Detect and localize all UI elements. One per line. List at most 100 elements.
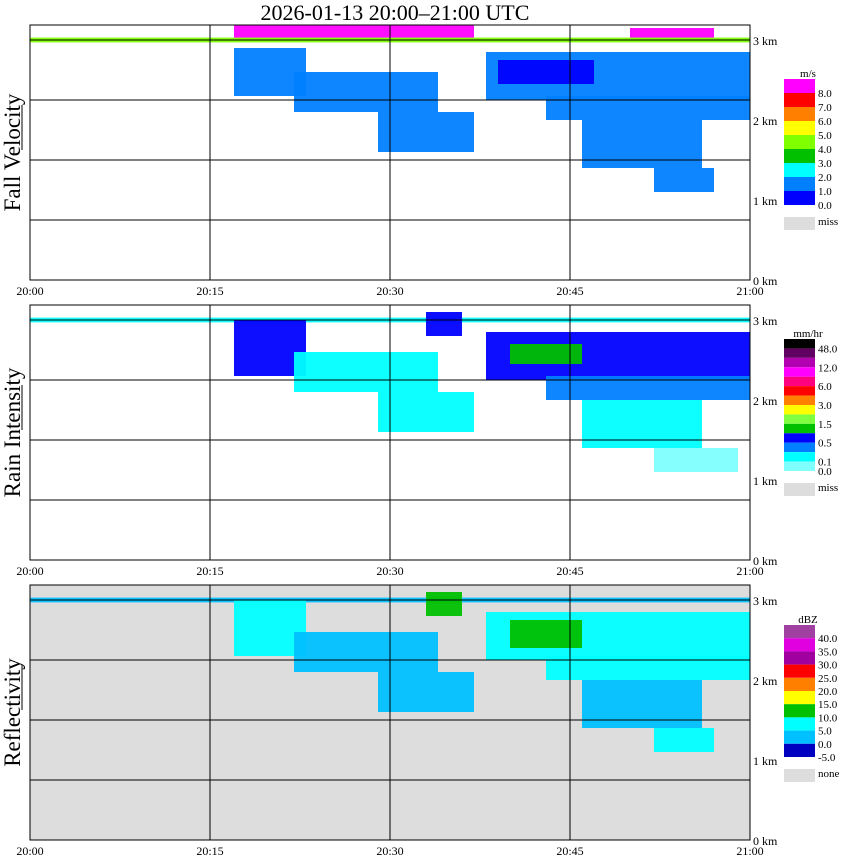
- echo-cell: [630, 28, 714, 38]
- legend-swatch: [784, 433, 815, 443]
- x-tick-label: 20:45: [556, 564, 583, 578]
- echo-cell: [294, 352, 438, 392]
- legend-swatch: [784, 405, 815, 415]
- legend-label: 3.0: [818, 158, 832, 170]
- x-tick-label: 20:15: [196, 284, 223, 298]
- x-tick-label: 20:30: [376, 564, 403, 578]
- legend-label: 1.0: [818, 186, 832, 198]
- legend-swatch: [784, 452, 815, 462]
- legend-swatch: [784, 730, 815, 744]
- echo-cell: [582, 680, 702, 728]
- legend-swatch: [784, 423, 815, 434]
- echo-cell: [426, 312, 462, 336]
- legend-swatch-missing: [784, 769, 815, 782]
- x-tick-label: 20:30: [376, 844, 403, 858]
- echo-cell: [582, 400, 702, 448]
- legend-label: 40.0: [818, 633, 838, 645]
- x-tick-label: 21:00: [736, 564, 763, 578]
- legend-swatch: [784, 357, 815, 368]
- legend-label: 0.0: [818, 739, 832, 751]
- echo-cell: [378, 112, 474, 152]
- legend-label: 2.0: [818, 172, 832, 184]
- echo-cell: [654, 448, 738, 472]
- legend-label: 0.5: [818, 438, 832, 450]
- legend-swatch: [784, 743, 815, 757]
- x-tick-label: 21:00: [736, 844, 763, 858]
- legend-label: 35.0: [818, 646, 838, 658]
- legend-swatch-missing: [784, 217, 815, 230]
- plot-frame: [29, 584, 751, 841]
- echo-cell: [294, 632, 438, 672]
- legend-swatch: [784, 625, 815, 639]
- panel-rain-intensity: 20:00 20:15 20:30 20:45 21:000 km 1 km 2 km 3 k…: [0, 304, 838, 578]
- legend-swatch: [784, 107, 815, 121]
- legend-swatch: [784, 395, 815, 405]
- legend-label-missing: none: [818, 768, 840, 780]
- echo-cell: [510, 344, 582, 364]
- echo-cell: [378, 672, 474, 712]
- y-tick-label: 0 km: [753, 554, 778, 568]
- legend-unit: mm/hr: [793, 328, 823, 340]
- legend-label: -5.0: [818, 752, 836, 764]
- legend-label: 0.0: [818, 466, 832, 478]
- legend-label-missing: miss: [818, 216, 838, 228]
- legend-swatch: [784, 339, 815, 349]
- chart-title: 2026-01-13 20:00–21:00 UTC: [260, 0, 530, 25]
- plot-frame: [29, 24, 751, 281]
- echo-cell: [510, 620, 582, 648]
- y-tick-label: 3 km: [753, 314, 778, 328]
- y-tick-label: 3 km: [753, 594, 778, 608]
- legend-label: 25.0: [818, 673, 838, 685]
- y-tick-label: 2 km: [753, 394, 778, 408]
- echo-cell: [582, 120, 702, 168]
- legend-label: 20.0: [818, 686, 838, 698]
- legend-swatch: [784, 677, 815, 691]
- x-tick-label: 20:15: [196, 564, 223, 578]
- y-tick-label: 0 km: [753, 274, 778, 288]
- legend-swatch: [784, 177, 815, 191]
- legend-label: 3.0: [818, 400, 832, 412]
- y-axis-label: Reflectivity: [0, 658, 25, 767]
- legend-swatch: [784, 638, 815, 652]
- y-tick-label: 0 km: [753, 834, 778, 848]
- x-tick-label: 20:00: [16, 284, 43, 298]
- legend-swatch: [784, 414, 815, 424]
- legend-label: 12.0: [818, 362, 838, 374]
- legend-label: 48.0: [818, 343, 838, 355]
- legend-label: 30.0: [818, 660, 838, 672]
- x-tick-label: 20:00: [16, 564, 43, 578]
- legend-label: 1.5: [818, 419, 832, 431]
- legend-swatch: [784, 386, 815, 396]
- y-tick-label: 2 km: [753, 674, 778, 688]
- x-tick-label: 20:45: [556, 844, 583, 858]
- legend-swatch: [784, 691, 815, 705]
- legend-swatch: [784, 121, 815, 135]
- y-axis-label: Rain Intensity: [0, 367, 25, 497]
- legend-swatch: [784, 664, 815, 678]
- x-tick-label: 20:30: [376, 284, 403, 298]
- legend-unit: m/s: [800, 68, 816, 80]
- legend-swatch: [784, 93, 815, 107]
- plot-frame: [29, 304, 751, 561]
- legend-swatch: [784, 135, 815, 149]
- echo-cell: [654, 168, 714, 192]
- y-axis-label: Fall Velocity: [0, 93, 25, 211]
- legend-label: 0.1: [818, 457, 832, 469]
- y-tick-label: 3 km: [753, 34, 778, 48]
- legend-label: 15.0: [818, 699, 838, 711]
- echo-cell: [234, 24, 474, 38]
- legend-swatch-missing: [784, 483, 815, 496]
- legend-label: 10.0: [818, 712, 838, 724]
- x-tick-label: 21:00: [736, 284, 763, 298]
- legend-swatch: [784, 651, 815, 665]
- legend-swatch: [784, 348, 815, 358]
- echo-cell: [426, 592, 462, 616]
- legend-label: 5.0: [818, 726, 832, 738]
- panel-fall-velocity: 20:00 20:15 20:30 20:45 21:000 km 1 km 2 km 3 k…: [0, 24, 838, 298]
- legend: m/s8.0 7.0 6.0 5.0 4.0 3.0 2.0 1.0 0.0 miss: [784, 68, 838, 230]
- legend: mm/hr 48.0 12.0 6.0 3.0 1.5 0.5 0.10.0 miss: [784, 328, 838, 496]
- legend-label: 7.0: [818, 102, 832, 114]
- y-tick-label: 2 km: [753, 114, 778, 128]
